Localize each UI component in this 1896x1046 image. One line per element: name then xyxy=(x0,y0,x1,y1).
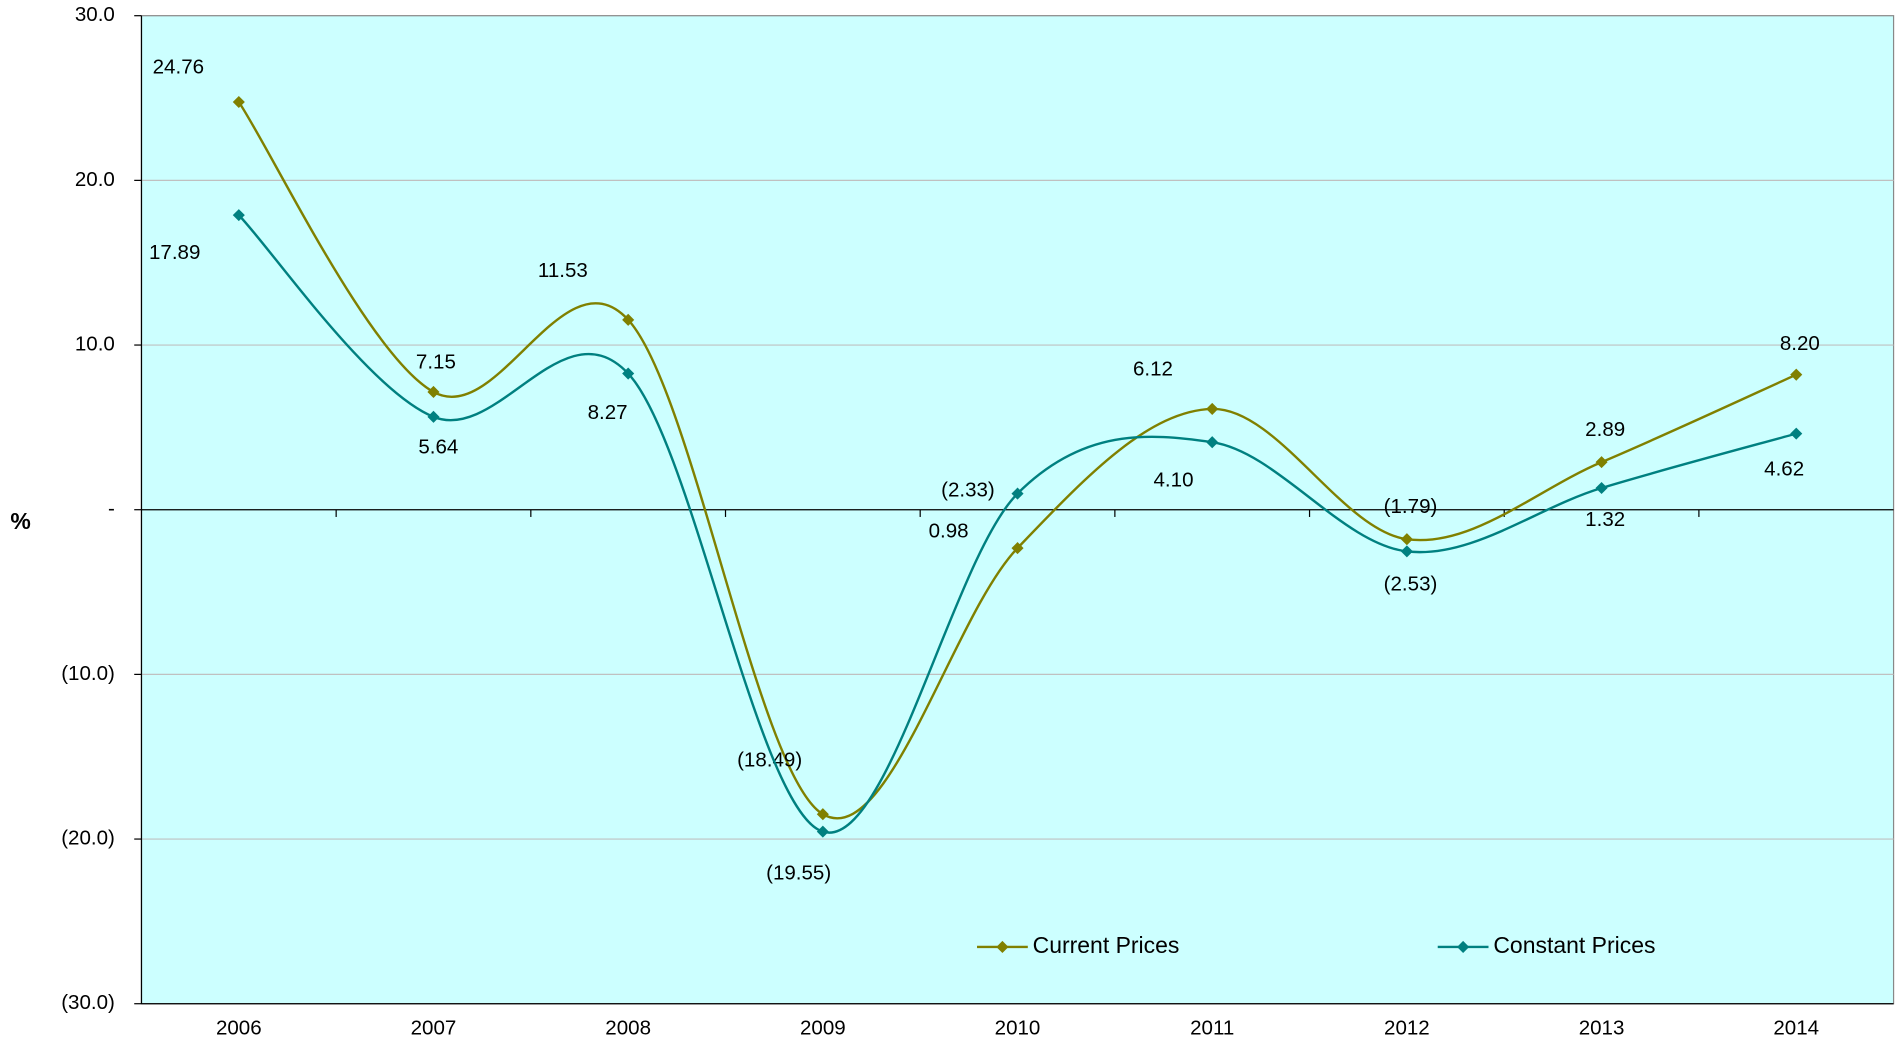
marker xyxy=(232,209,245,222)
marker xyxy=(1595,456,1608,469)
marker xyxy=(427,410,440,423)
data-label: 17.89 xyxy=(149,241,200,264)
x-tick-label: 2013 xyxy=(1579,1017,1625,1040)
marker xyxy=(1400,533,1413,546)
data-label: (19.55) xyxy=(766,861,831,884)
y-tick-label: 20.0 xyxy=(75,168,115,191)
marker xyxy=(1206,436,1219,449)
data-label: 24.76 xyxy=(153,56,204,79)
x-tick-label: 2006 xyxy=(216,1017,262,1040)
data-label: 8.20 xyxy=(1780,332,1820,355)
data-label: 11.53 xyxy=(538,259,588,282)
marker xyxy=(1790,368,1803,381)
data-label: 7.15 xyxy=(416,350,456,373)
x-tick-label: 2012 xyxy=(1384,1017,1430,1040)
marker xyxy=(1400,545,1413,558)
y-tick-label: (20.0) xyxy=(61,826,115,849)
marker xyxy=(816,808,829,821)
y-tick-label: 30.0 xyxy=(75,3,115,26)
x-tick-label: 2007 xyxy=(411,1017,457,1040)
legend-marker xyxy=(1457,940,1470,953)
marker xyxy=(427,385,440,399)
marker xyxy=(622,313,635,326)
data-label: 4.62 xyxy=(1764,457,1804,480)
data-label: 6.12 xyxy=(1133,358,1173,381)
data-label: (18.49) xyxy=(737,748,802,771)
y-tick-label: (10.0) xyxy=(61,662,115,685)
marker xyxy=(1011,542,1024,555)
data-label: (1.79) xyxy=(1384,495,1438,518)
marker xyxy=(232,95,245,109)
y-tick-label: - xyxy=(108,497,115,520)
legend-marker xyxy=(996,940,1009,953)
legend-label: Current Prices xyxy=(1033,932,1180,958)
y-tick-label: 10.0 xyxy=(75,332,115,355)
series-line xyxy=(237,101,1797,820)
marker xyxy=(1790,427,1803,440)
x-tick-label: 2011 xyxy=(1190,1017,1234,1040)
data-label: 1.32 xyxy=(1585,508,1625,531)
legend-label: Constant Prices xyxy=(1493,932,1655,958)
series-line xyxy=(237,214,1797,834)
marker xyxy=(1206,402,1219,415)
data-label: 8.27 xyxy=(588,401,628,424)
x-tick-label: 2010 xyxy=(995,1017,1041,1040)
x-tick-label: 2009 xyxy=(800,1017,846,1040)
data-label: 5.64 xyxy=(418,436,458,459)
data-label: (2.33) xyxy=(941,479,995,502)
data-label: (2.53) xyxy=(1384,573,1438,596)
marker xyxy=(622,367,635,380)
data-label: 2.89 xyxy=(1585,418,1625,441)
marker xyxy=(816,825,829,838)
x-tick-label: 2008 xyxy=(605,1017,651,1040)
y-axis-label: % xyxy=(10,508,30,534)
data-label: 0.98 xyxy=(929,520,969,543)
x-tick-label: 2014 xyxy=(1773,1017,1819,1040)
y-tick-label: (30.0) xyxy=(61,991,115,1014)
data-label: 4.10 xyxy=(1154,468,1194,491)
